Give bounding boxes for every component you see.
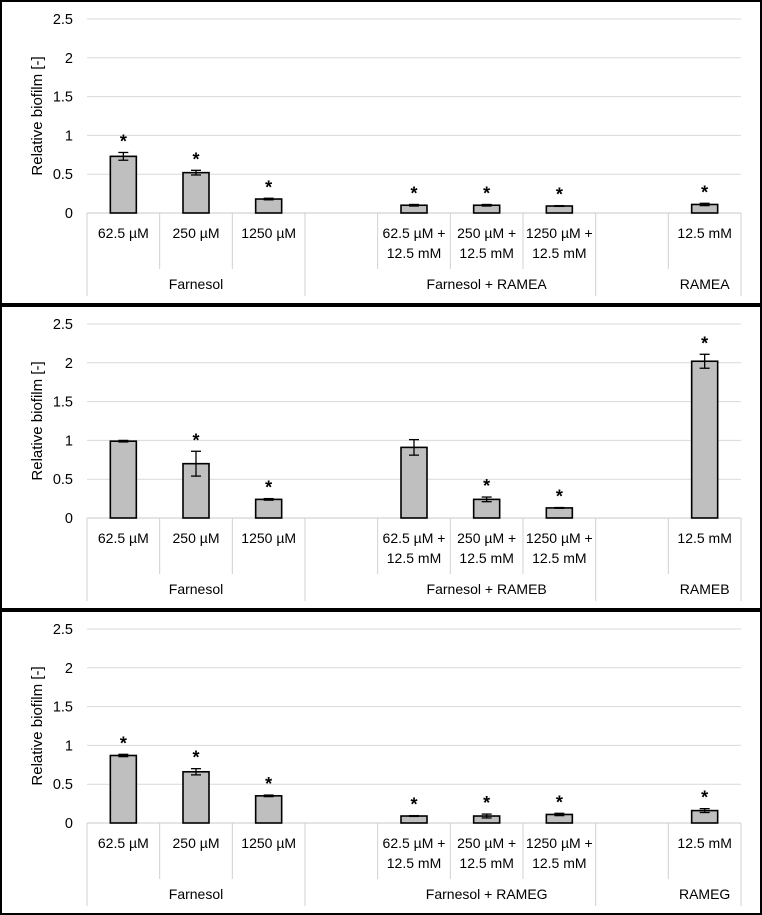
y-tick-label: 2 xyxy=(65,661,73,677)
y-axis-label: Relative biofilm [-] xyxy=(29,56,46,175)
x-tick-label: 1250 µM + xyxy=(526,225,593,241)
significance-marker: * xyxy=(556,792,563,812)
significance-marker: * xyxy=(701,333,708,353)
significance-marker: * xyxy=(410,795,417,815)
chart-panel-3: 0 0.5 1 1.5 2 2.5 Relative biofilm [-] 62.5 µM *… xyxy=(0,610,762,915)
x-tick-label: 12.5 mM xyxy=(459,245,513,261)
panel-border xyxy=(0,610,762,915)
y-tick-label: 0.5 xyxy=(53,777,73,793)
group-label: Farnesol xyxy=(169,886,223,902)
significance-marker: * xyxy=(701,182,708,202)
y-tick-label: 1 xyxy=(65,128,73,144)
y-axis-label: Relative biofilm [-] xyxy=(29,666,46,785)
significance-marker: * xyxy=(192,748,199,768)
x-tick-label: 250 µM xyxy=(173,225,220,241)
x-tick-label: 12.5 mM xyxy=(677,835,731,851)
y-tick-label: 0 xyxy=(65,816,73,832)
significance-marker: * xyxy=(556,185,563,205)
x-tick-label: 12.5 mM xyxy=(387,855,441,871)
y-tick-label: 0.5 xyxy=(53,472,73,488)
x-tick-label: 1250 µM xyxy=(241,835,296,851)
significance-marker: * xyxy=(265,478,272,498)
x-tick-label: 12.5 mM xyxy=(677,530,731,546)
y-tick-label: 1 xyxy=(65,738,73,754)
x-tick-label: 250 µM + xyxy=(457,225,516,241)
significance-marker: * xyxy=(701,788,708,808)
bar xyxy=(545,507,574,519)
x-tick-label: 12.5 mM xyxy=(677,225,731,241)
bar xyxy=(109,440,138,519)
y-tick-label: 1.5 xyxy=(53,700,73,716)
y-tick-label: 1.5 xyxy=(53,90,73,106)
bar xyxy=(254,498,283,519)
significance-marker: * xyxy=(120,733,127,753)
x-tick-label: 12.5 mM xyxy=(532,550,586,566)
bar xyxy=(109,155,138,214)
x-tick-label: 12.5 mM xyxy=(532,855,586,871)
x-tick-label: 1250 µM + xyxy=(526,530,593,546)
x-tick-label: 250 µM xyxy=(173,530,220,546)
significance-marker: * xyxy=(265,774,272,794)
bar xyxy=(690,360,719,519)
x-tick-label: 12.5 mM xyxy=(387,245,441,261)
chart-panel-2: 0 0.5 1 1.5 2 2.5 Relative biofilm [-] 62.5 µM 2… xyxy=(0,305,762,610)
group-label: Farnesol xyxy=(169,581,223,597)
x-tick-label: 250 µM + xyxy=(457,530,516,546)
x-tick-label: 62.5 µM + xyxy=(383,225,446,241)
significance-marker: * xyxy=(192,430,199,450)
group-label: Farnesol + RAMEG xyxy=(426,886,548,902)
significance-marker: * xyxy=(265,177,272,197)
y-tick-label: 2 xyxy=(65,51,73,67)
chart-panel-1: 0 0.5 1 1.5 2 2.5 Relative biofilm [-] 62.5 µM *… xyxy=(0,0,762,305)
x-tick-label: 62.5 µM xyxy=(98,530,149,546)
y-axis-label: Relative biofilm [-] xyxy=(29,361,46,480)
group-label: Farnesol xyxy=(169,276,223,292)
y-tick-label: 1 xyxy=(65,433,73,449)
significance-marker: * xyxy=(483,476,490,496)
bar xyxy=(182,770,210,824)
panel-border xyxy=(0,0,762,305)
y-tick-label: 0 xyxy=(65,511,73,527)
x-tick-label: 12.5 mM xyxy=(459,855,513,871)
y-tick-label: 2.5 xyxy=(53,622,73,638)
bar xyxy=(182,171,210,214)
bar xyxy=(254,198,283,214)
x-tick-label: 250 µM xyxy=(173,835,220,851)
group-label: RAMEB xyxy=(680,581,730,597)
y-tick-label: 2.5 xyxy=(53,12,73,28)
significance-marker: * xyxy=(410,183,417,203)
significance-marker: * xyxy=(556,487,563,507)
group-label: Farnesol + RAMEA xyxy=(427,276,548,292)
y-tick-label: 0.5 xyxy=(53,167,73,183)
significance-marker: * xyxy=(192,149,199,169)
panel-border xyxy=(0,305,762,610)
y-tick-label: 0 xyxy=(65,206,73,222)
group-label: RAMEG xyxy=(679,886,730,902)
bar xyxy=(254,795,283,824)
significance-marker: * xyxy=(483,183,490,203)
x-tick-label: 1250 µM + xyxy=(526,835,593,851)
x-tick-label: 12.5 mM xyxy=(387,550,441,566)
bar xyxy=(109,754,138,824)
x-tick-label: 12.5 mM xyxy=(532,245,586,261)
x-tick-label: 62.5 µM xyxy=(98,835,149,851)
x-tick-label: 62.5 µM xyxy=(98,225,149,241)
x-tick-label: 62.5 µM + xyxy=(383,835,446,851)
x-tick-label: 12.5 mM xyxy=(459,550,513,566)
bar xyxy=(545,205,574,214)
y-tick-label: 2 xyxy=(65,356,73,372)
y-tick-label: 2.5 xyxy=(53,317,73,333)
bar xyxy=(400,446,428,519)
group-label: Farnesol + RAMEB xyxy=(427,581,547,597)
y-tick-label: 1.5 xyxy=(53,395,73,411)
bar xyxy=(400,815,428,824)
significance-marker: * xyxy=(483,793,490,813)
x-tick-label: 62.5 µM + xyxy=(383,530,446,546)
x-tick-label: 1250 µM xyxy=(241,225,296,241)
x-tick-label: 1250 µM xyxy=(241,530,296,546)
significance-marker: * xyxy=(120,131,127,151)
group-label: RAMEA xyxy=(680,276,730,292)
x-tick-label: 250 µM + xyxy=(457,835,516,851)
